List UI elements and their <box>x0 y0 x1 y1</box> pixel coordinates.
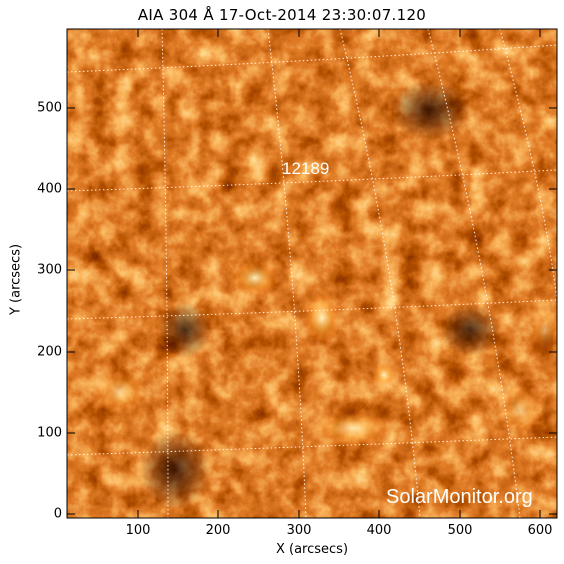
x-tick-label: 200 <box>205 523 231 538</box>
dark-region <box>440 304 500 356</box>
x-tick-label: 400 <box>366 523 392 538</box>
latitude-line <box>67 299 557 320</box>
longitude-line <box>339 29 421 518</box>
dark-region <box>140 430 210 510</box>
dark-region <box>390 80 470 140</box>
plot-frame <box>66 28 558 519</box>
x-tick-label: 600 <box>527 523 553 538</box>
watermark-text: SolarMonitor.org <box>386 486 533 508</box>
longitude-line <box>161 29 169 518</box>
x-tick-label: 100 <box>125 523 151 538</box>
x-tick-label: 500 <box>447 523 473 538</box>
latitude-line <box>67 436 557 456</box>
coordinate-grid <box>67 29 557 518</box>
latitude-line <box>67 44 557 73</box>
x-axis-label: X (arcsecs) <box>275 542 349 557</box>
y-tick-label: 300 <box>37 262 62 278</box>
bright-region <box>531 308 557 352</box>
latitude-line <box>67 169 557 192</box>
y-axis-label: Y (arcsecs) <box>8 243 24 316</box>
bright-region <box>498 386 542 434</box>
image-title: AIA 304 Å 17-Oct-2014 23:30:07.120 <box>137 6 427 24</box>
y-tick-label: 200 <box>37 344 62 360</box>
y-tick-label: 400 <box>37 181 62 197</box>
longitude-line <box>427 29 521 518</box>
bright-region <box>372 363 396 387</box>
y-tick-label: 500 <box>37 100 62 116</box>
bright-region <box>231 260 279 296</box>
y-tick-label: 0 <box>53 506 62 522</box>
y-tick-label: 100 <box>37 425 62 441</box>
active-region-label: 12189 <box>282 159 330 178</box>
bright-region <box>312 410 392 446</box>
x-tick-label: 300 <box>286 523 312 538</box>
bright-region <box>94 370 146 414</box>
bright-region <box>304 292 340 344</box>
